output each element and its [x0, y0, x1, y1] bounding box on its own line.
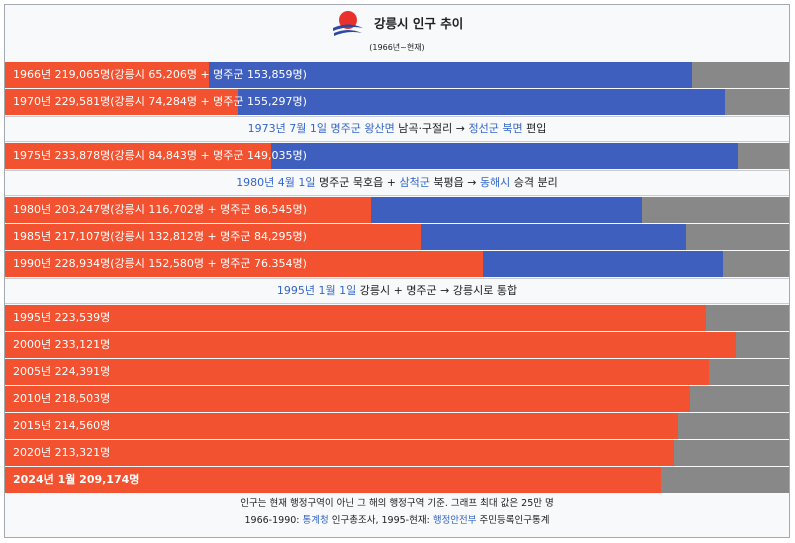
bar-gangneung-segment: [5, 332, 737, 358]
bar-label: 1975년 233,878명(강릉시 84,843명 + 명주군 149,035…: [13, 149, 307, 162]
footer-note: 인구는 현재 행정구역이 아닌 그 해의 행정구역 기준. 그래프 최대 값은 …: [240, 498, 554, 509]
population-bar-row: 1980년 203,247명(강릉시 116,702명 + 명주군 86,545…: [5, 197, 789, 223]
bar-gangneung-segment: [5, 197, 371, 223]
note-link[interactable]: 왕산면: [364, 122, 395, 135]
population-bar-row: 1995년 223,539명: [5, 305, 789, 331]
chart-header: 강릉시 인구 추이 (1966년~현재): [5, 5, 789, 63]
bar-gangneung-segment: [5, 440, 674, 466]
bar-label: 1966년 219,065명(강릉시 65,206명 + 명주군 153,859…: [13, 68, 307, 81]
bar-label: 1985년 217,107명(강릉시 132,812명 + 명주군 84,295…: [13, 230, 307, 243]
population-bar-row: 1985년 217,107명(강릉시 132,812명 + 명주군 84,295…: [5, 224, 789, 250]
note-link[interactable]: 1980년 4월 1일: [236, 176, 316, 189]
population-chart-panel: 강릉시 인구 추이 (1966년~현재) 1966년 219,065명(강릉시 …: [4, 4, 790, 538]
bar-gangneung-segment: [5, 467, 661, 493]
note-link[interactable]: 정선군: [468, 122, 499, 135]
gangneung-emblem-icon: [333, 11, 363, 36]
population-bar-row: 1970년 229,581명(강릉시 74,284명 + 명주군 155,297…: [5, 89, 789, 115]
population-bar-row: 2010년 218,503명: [5, 386, 789, 412]
bar-gangneung-segment: [5, 62, 210, 88]
bar-label: 1980년 203,247명(강릉시 116,702명 + 명주군 86,545…: [13, 203, 307, 216]
population-bar-row: 2020년 213,321명: [5, 440, 789, 466]
population-bar-row: 2000년 233,121명: [5, 332, 789, 358]
footer-sources: 1966-1990: 통계청 인구총조사, 1995-현재: 행정안전부 주민등…: [5, 512, 789, 529]
note-link[interactable]: 1973년 7월 1일: [247, 122, 327, 135]
note-text: 편입: [522, 122, 547, 135]
source-link[interactable]: 통계청: [302, 515, 329, 526]
note-link[interactable]: 동해시: [479, 176, 511, 189]
history-note-row: 1973년 7월 1일 명주군 왕산면 남곡·구절리 → 정선군 북면 편입: [5, 116, 789, 142]
bar-label: 2015년 214,560명: [13, 419, 111, 432]
source-text: 인구총조사, 1995-현재:: [328, 515, 433, 526]
chart-subtitle: (1966년~현재): [369, 43, 425, 52]
population-bar-row: 1966년 219,065명(강릉시 65,206명 + 명주군 153,859…: [5, 62, 789, 88]
bar-gangneung-segment: [5, 224, 422, 250]
note-text: 남곡·구절리 →: [394, 122, 469, 135]
bar-label: 1995년 223,539명: [13, 311, 111, 324]
population-bar-row: 2015년 214,560명: [5, 413, 789, 439]
history-note-row: 1995년 1월 1일 강릉시 + 명주군 → 강릉시로 통합: [5, 278, 789, 304]
population-bar-row: 2005년 224,391명: [5, 359, 789, 385]
bar-gangneung-segment: [5, 386, 691, 412]
bar-gangneung-segment: [5, 143, 272, 169]
note-text: 북평읍 →: [429, 176, 480, 189]
note-link[interactable]: 삼척군: [399, 176, 430, 189]
bar-label: 2000년 233,121명: [13, 338, 111, 351]
bar-gangneung-segment: [5, 89, 238, 115]
population-bar-row: 1990년 228,934명(강릉시 152,580명 + 명주군 76.354…: [5, 251, 789, 277]
bar-label: 1990년 228,934명(강릉시 152,580명 + 명주군 76.354…: [13, 257, 307, 270]
bar-gangneung-segment: [5, 251, 484, 277]
bar-label: 2005년 224,391명: [13, 365, 111, 378]
chart-footer: 인구는 현재 행정구역이 아닌 그 해의 행정구역 기준. 그래프 최대 값은 …: [5, 495, 789, 529]
bar-label: 2020년 213,321명: [13, 446, 111, 459]
history-note-row: 1980년 4월 1일 명주군 묵호읍 + 삼척군 북평읍 → 동해시 승격 분…: [5, 170, 789, 196]
bar-gangneung-segment: [5, 359, 709, 385]
bar-gangneung-segment: [5, 413, 678, 439]
note-link[interactable]: 북면: [502, 122, 523, 135]
source-text: 1966-1990:: [244, 515, 303, 526]
population-bar-row: 2024년 1월 209,174명: [5, 467, 789, 493]
bar-gangneung-segment: [5, 305, 707, 331]
note-link[interactable]: 명주군: [330, 122, 361, 135]
bar-label: 2024년 1월 209,174명: [13, 473, 140, 486]
bar-label: 1970년 229,581명(강릉시 74,284명 + 명주군 155,297…: [13, 95, 307, 108]
source-text: 주민등록인구통계: [476, 515, 550, 526]
source-link[interactable]: 행정안전부: [432, 515, 477, 526]
note-text: 승격 분리: [510, 176, 558, 189]
note-text: 강릉시 + 명주군 → 강릉시로 통합: [356, 284, 518, 297]
bar-label: 2010년 218,503명: [13, 392, 111, 405]
chart-title: 강릉시 인구 추이: [374, 16, 464, 31]
population-bar-row: 1975년 233,878명(강릉시 84,843명 + 명주군 149,035…: [5, 143, 789, 169]
note-text: 명주군 묵호읍 +: [315, 176, 400, 189]
note-link[interactable]: 1995년 1월 1일: [276, 284, 357, 297]
